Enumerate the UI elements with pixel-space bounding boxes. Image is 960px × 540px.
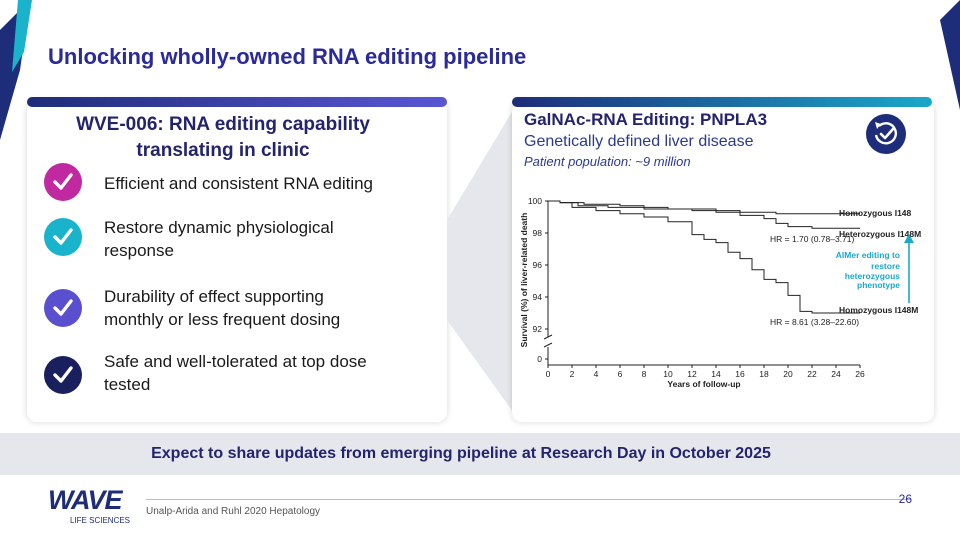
series-label-homozygous-i148m: Homozygous I148M	[839, 305, 918, 315]
check-icon	[44, 289, 82, 327]
x-tick-label: 12	[687, 369, 697, 379]
aimer-annotation-line: AIMer editing to	[836, 250, 900, 260]
aimer-annotation-line: heterozygous	[845, 271, 901, 281]
x-tick-label: 20	[783, 369, 793, 379]
x-tick-label: 26	[855, 369, 865, 379]
feature-item-1: Efficient and consistent RNA editing	[104, 174, 374, 193]
wave-logo: WAVE	[48, 485, 123, 515]
footer-band	[0, 433, 960, 475]
connector-wedge	[447, 110, 513, 412]
footer-rule	[146, 499, 911, 500]
footer-band-edge	[922, 433, 938, 475]
x-tick-label: 8	[642, 369, 647, 379]
aimer-arrow-head	[904, 234, 914, 243]
left-panel-accent-bar	[27, 97, 447, 107]
x-tick-label: 14	[711, 369, 721, 379]
right-panel-heading: GalNAc-RNA Editing: PNPLA3	[524, 110, 768, 129]
x-tick-label: 22	[807, 369, 817, 379]
check-icon	[44, 163, 82, 201]
x-tick-label: 10	[663, 369, 673, 379]
feature-item-3: Durability of effect supporting monthly …	[104, 287, 341, 329]
page-number: 26	[898, 492, 912, 506]
aimer-annotation-line: restore	[871, 261, 900, 271]
axis-break-mark	[543, 342, 553, 348]
right-panel-accent-bar	[512, 97, 932, 107]
series-label-heterozygous-i148m: Heterozygous I148M	[839, 229, 921, 239]
y-tick-label: 98	[533, 228, 543, 238]
x-tick-label: 18	[759, 369, 769, 379]
y-tick-label: 92	[533, 324, 543, 334]
x-axis-label: Years of follow-up	[667, 379, 740, 389]
check-icon	[44, 218, 82, 256]
x-tick-label: 4	[594, 369, 599, 379]
x-tick-label: 0	[546, 369, 551, 379]
patient-population: Patient population: ~9 million	[524, 154, 691, 169]
y-tick-label: 0	[537, 354, 542, 364]
aimer-annotation-line: phenotype	[857, 280, 900, 290]
source-note: Unalp-Arida and Ruhl 2020 Hepatology	[146, 506, 321, 517]
series-line-2	[548, 200, 860, 229]
y-tick-label: 100	[528, 196, 542, 206]
x-tick-label: 24	[831, 369, 841, 379]
x-tick-label: 16	[735, 369, 745, 379]
y-axis-label: Survival (%) of liver-related death	[519, 213, 529, 348]
feature-item-4: Safe and well-tolerated at top dose test…	[104, 352, 367, 394]
hazard-ratio-2: HR = 8.61 (3.28–22.60)	[770, 317, 859, 327]
axis-break-mark	[543, 334, 553, 340]
x-tick-label: 2	[570, 369, 575, 379]
x-tick-label: 6	[618, 369, 623, 379]
hazard-ratio-1: HR = 1.70 (0.78–3.71)	[770, 234, 855, 244]
y-tick-label: 94	[533, 292, 543, 302]
right-panel-card	[512, 100, 934, 422]
y-tick-label: 96	[533, 260, 543, 270]
check-icon	[44, 356, 82, 394]
series-label-homozygous-i148: Homozygous I148	[839, 208, 912, 218]
corner-stripe-right-graphic	[940, 0, 960, 110]
feature-item-2: Restore dynamic physiological response	[104, 218, 334, 260]
left-panel-heading: WVE-006: RNA editing capability translat…	[76, 114, 370, 161]
wave-logo-subtitle: LIFE SCIENCES	[70, 516, 131, 525]
clock-check-icon	[866, 114, 906, 154]
corner-stripe-graphic	[0, 0, 32, 140]
series-line-3	[548, 200, 860, 314]
right-panel-subtitle: Genetically defined liver disease	[524, 133, 754, 150]
footer-message: Expect to share updates from emerging pi…	[151, 445, 771, 462]
slide-title: Unlocking wholly-owned RNA editing pipel…	[48, 44, 527, 69]
left-panel-card	[27, 100, 447, 422]
